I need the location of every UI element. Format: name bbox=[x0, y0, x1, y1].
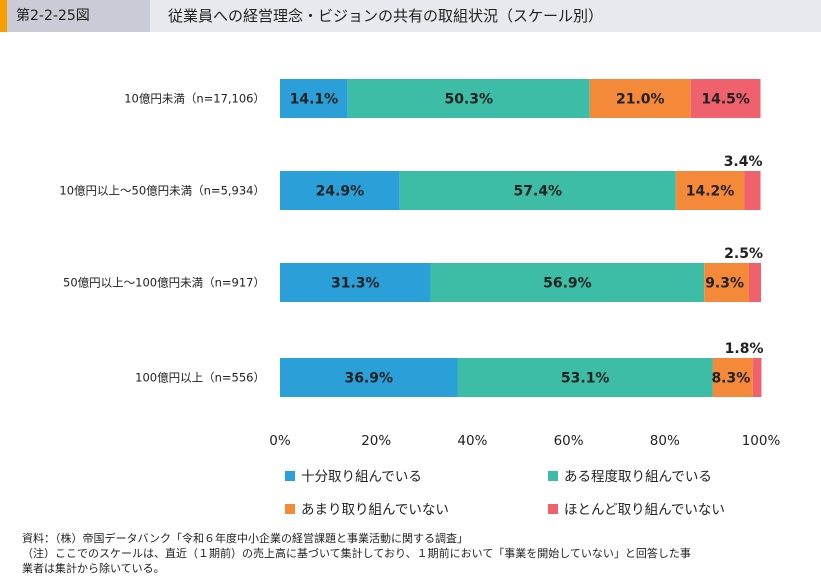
x-tick-label: 20% bbox=[361, 433, 391, 449]
legend-swatch bbox=[285, 504, 295, 514]
category-label: 10億円以上～50億円未満（n=5,934） bbox=[59, 184, 265, 198]
data-label: 24.9% bbox=[316, 184, 365, 200]
category-label: 50億円以上～100億円未満（n=917） bbox=[63, 276, 265, 290]
bar-segment bbox=[399, 171, 676, 210]
bar-segment bbox=[430, 263, 705, 302]
bar-segment bbox=[280, 358, 458, 397]
figure-number: 第2-2-25図 bbox=[0, 0, 150, 32]
category-label: 10億円未満（n=17,106） bbox=[124, 92, 265, 106]
note-line-2: 業者は集計から除いている。 bbox=[22, 562, 165, 575]
data-label: 2.5% bbox=[724, 246, 763, 262]
bar-segment bbox=[704, 263, 749, 302]
figure-title: 従業員への経営理念・ビジョンの共有の取組状況（スケール別） bbox=[150, 0, 821, 32]
bar-segment bbox=[748, 263, 761, 302]
source-note: 資料：（株）帝国データバンク「令和６年度中小企業の経営課題と事業活動に関する調査… bbox=[22, 532, 469, 545]
data-label: 56.9% bbox=[543, 276, 592, 292]
footnotes: 資料：（株）帝国データバンク「令和６年度中小企業の経営課題と事業活動に関する調査… bbox=[22, 531, 812, 576]
x-tick-label: 80% bbox=[650, 433, 680, 449]
data-label: 50.3% bbox=[445, 92, 494, 108]
bar-segment bbox=[280, 79, 348, 118]
data-label: 14.5% bbox=[701, 92, 750, 108]
x-tick-label: 100% bbox=[742, 433, 781, 449]
x-tick-label: 60% bbox=[554, 433, 584, 449]
data-label: 3.4% bbox=[724, 154, 763, 170]
category-label: 100億円以上（n=556） bbox=[135, 371, 265, 385]
bar-segment bbox=[675, 171, 745, 210]
legend-swatch bbox=[548, 504, 558, 514]
data-label: 14.1% bbox=[290, 92, 339, 108]
legend-swatch bbox=[285, 471, 295, 481]
bar-segment bbox=[280, 171, 400, 210]
bar-segment bbox=[752, 358, 762, 397]
bar-segment bbox=[712, 358, 753, 397]
data-label: 57.4% bbox=[514, 184, 563, 200]
legend-label: 十分取り組んでいる bbox=[301, 469, 422, 485]
data-label: 8.3% bbox=[711, 371, 750, 387]
data-label: 9.3% bbox=[705, 276, 744, 292]
legend-label: あまり取り組んでいない bbox=[301, 502, 449, 518]
legend-label: ある程度取り組んでいる bbox=[564, 469, 712, 485]
data-label: 31.3% bbox=[331, 276, 380, 292]
stacked-bar-chart: 10億円未満（n=17,106） 14.1% 50.3% 21.0% 14.5% 10億円… bbox=[59, 79, 781, 518]
bar-segment bbox=[744, 171, 761, 210]
bar-segment bbox=[589, 79, 691, 118]
legend-swatch bbox=[548, 471, 558, 481]
legend-label: ほとんど取り組んでいない bbox=[564, 502, 725, 518]
note-line-1: （注）ここでのスケールは、直近（１期前）の売上高に基づいて集計しており、１期前に… bbox=[22, 547, 691, 560]
x-tick-label: 0% bbox=[269, 433, 291, 449]
bar-segment bbox=[280, 263, 431, 302]
bar-segment bbox=[347, 79, 590, 118]
data-label: 53.1% bbox=[561, 371, 610, 387]
data-label: 14.2% bbox=[686, 184, 735, 200]
data-label: 1.8% bbox=[725, 341, 764, 357]
figure-header: 第2-2-25図 従業員への経営理念・ビジョンの共有の取組状況（スケール別） bbox=[0, 0, 821, 32]
bar-segment bbox=[690, 79, 761, 118]
data-label: 36.9% bbox=[344, 371, 393, 387]
x-tick-label: 40% bbox=[457, 433, 487, 449]
data-label: 21.0% bbox=[616, 92, 665, 108]
bar-segment bbox=[457, 358, 713, 397]
